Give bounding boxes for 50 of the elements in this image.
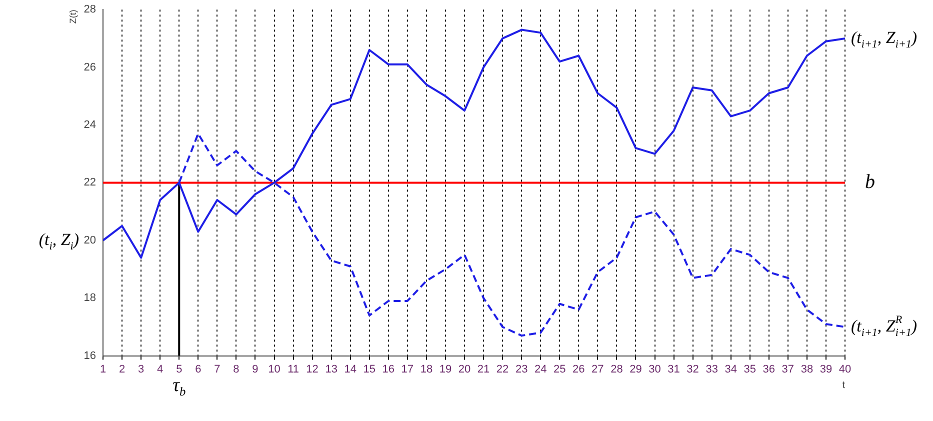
x-tick-label: 31 bbox=[668, 363, 680, 376]
x-tick-label: 35 bbox=[744, 363, 756, 376]
x-tick-label: 23 bbox=[515, 363, 528, 376]
x-tick-label: 8 bbox=[233, 363, 240, 376]
x-tick-label: 12 bbox=[306, 363, 318, 376]
x-tick-label: 39 bbox=[820, 363, 832, 376]
x-tick-label: 32 bbox=[686, 363, 699, 376]
x-tick-label: 10 bbox=[268, 363, 280, 376]
x-tick-label: 4 bbox=[157, 363, 164, 376]
x-tick-label: 26 bbox=[572, 363, 585, 376]
y-tick-label: 28 bbox=[84, 4, 96, 16]
x-tick-label: 17 bbox=[401, 363, 414, 376]
x-tick-label: 24 bbox=[534, 363, 547, 376]
y-axis-title: Z(t) bbox=[68, 10, 78, 24]
ref-line-label: b bbox=[865, 170, 875, 193]
x-tick-label: 36 bbox=[762, 363, 776, 376]
x-tick-label: 30 bbox=[648, 363, 661, 376]
x-tick-label: 20 bbox=[458, 363, 471, 376]
y-tick-label: 16 bbox=[84, 350, 96, 362]
x-tick-label: 19 bbox=[439, 363, 452, 376]
x-tick-label: 33 bbox=[706, 363, 718, 376]
x-tick-label: 37 bbox=[782, 363, 794, 376]
x-tick-label: 3 bbox=[138, 363, 144, 376]
x-tick-label: 14 bbox=[344, 363, 356, 376]
x-tick-label: 22 bbox=[496, 363, 509, 376]
x-tick-label: 21 bbox=[477, 363, 490, 376]
x-tick-label: 2 bbox=[119, 363, 126, 376]
x-tick-label: 6 bbox=[195, 363, 202, 376]
x-tick-label: 38 bbox=[800, 363, 814, 376]
y-tick-label: 18 bbox=[84, 292, 96, 304]
x-tick-label: 40 bbox=[838, 363, 852, 376]
x-tick-label: 9 bbox=[252, 363, 258, 376]
x-tick-label: 1 bbox=[100, 363, 106, 376]
x-axis-title: t bbox=[842, 380, 846, 391]
y-tick-label: 22 bbox=[84, 176, 96, 189]
x-tick-label: 15 bbox=[363, 363, 376, 376]
x-tick-label: 13 bbox=[325, 363, 338, 376]
x-tick-label: 34 bbox=[724, 363, 737, 376]
x-tick-label: 18 bbox=[420, 363, 433, 376]
x-tick-label: 29 bbox=[630, 363, 642, 376]
y-tick-label: 26 bbox=[84, 61, 96, 74]
x-tick-label: 5 bbox=[176, 363, 182, 376]
x-tick-label: 7 bbox=[214, 363, 220, 376]
x-tick-label: 28 bbox=[610, 363, 623, 376]
y-tick-label: 20 bbox=[84, 234, 96, 246]
x-tick-label: 11 bbox=[288, 363, 299, 376]
x-tick-label: 27 bbox=[592, 363, 604, 376]
x-tick-label: 25 bbox=[554, 363, 566, 376]
x-tick-label: 16 bbox=[382, 363, 395, 376]
y-tick-label: 24 bbox=[84, 119, 96, 132]
